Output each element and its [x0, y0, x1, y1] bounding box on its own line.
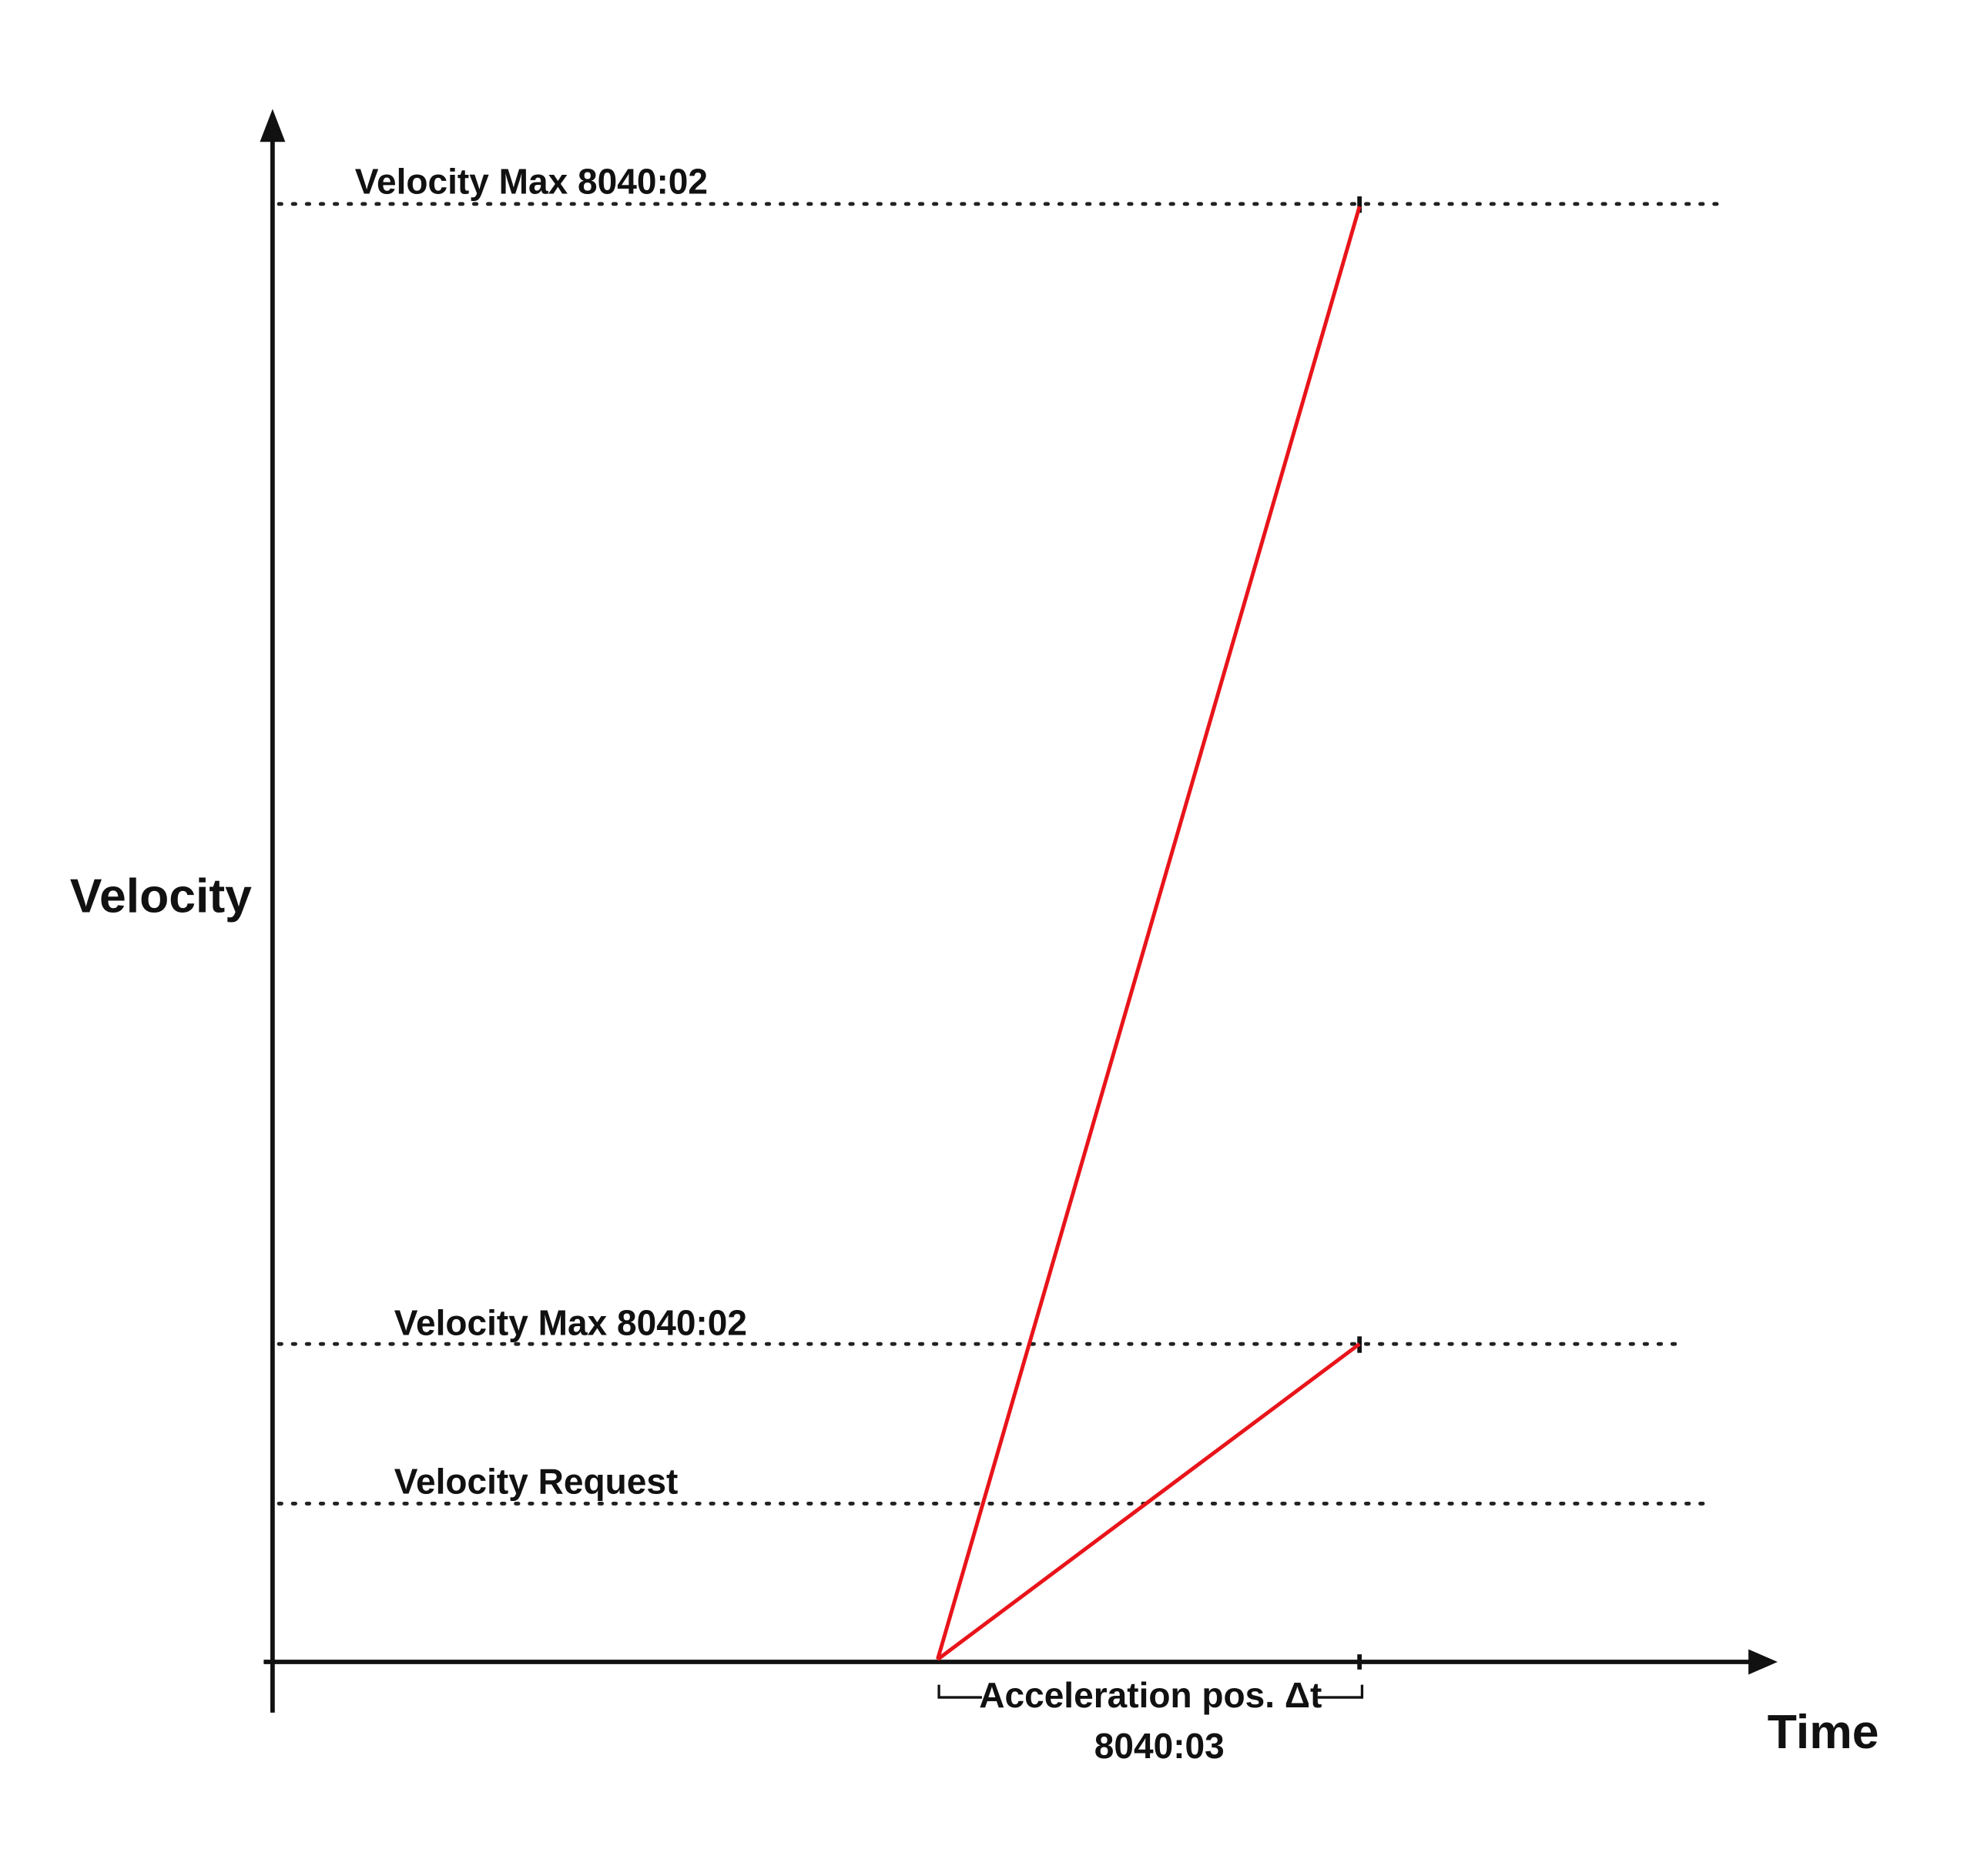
interval-label: Acceleration pos. Δt [979, 1675, 1322, 1715]
x-axis-label: Time [1768, 1705, 1879, 1759]
y-axis-arrow [260, 109, 286, 142]
level-label: Velocity Max 8040:02 [355, 162, 708, 202]
x-axis-arrow [1748, 1649, 1778, 1675]
interval-bracket [937, 1684, 1364, 1699]
ramp-fast [936, 206, 1362, 1660]
level-label: Velocity Request [394, 1461, 679, 1501]
y-axis-label: Velocity [70, 869, 252, 923]
interval-object: 8040:03 [1094, 1726, 1225, 1766]
level-label: Velocity Max 8040:02 [394, 1303, 747, 1343]
ramp-slow [936, 1342, 1361, 1661]
